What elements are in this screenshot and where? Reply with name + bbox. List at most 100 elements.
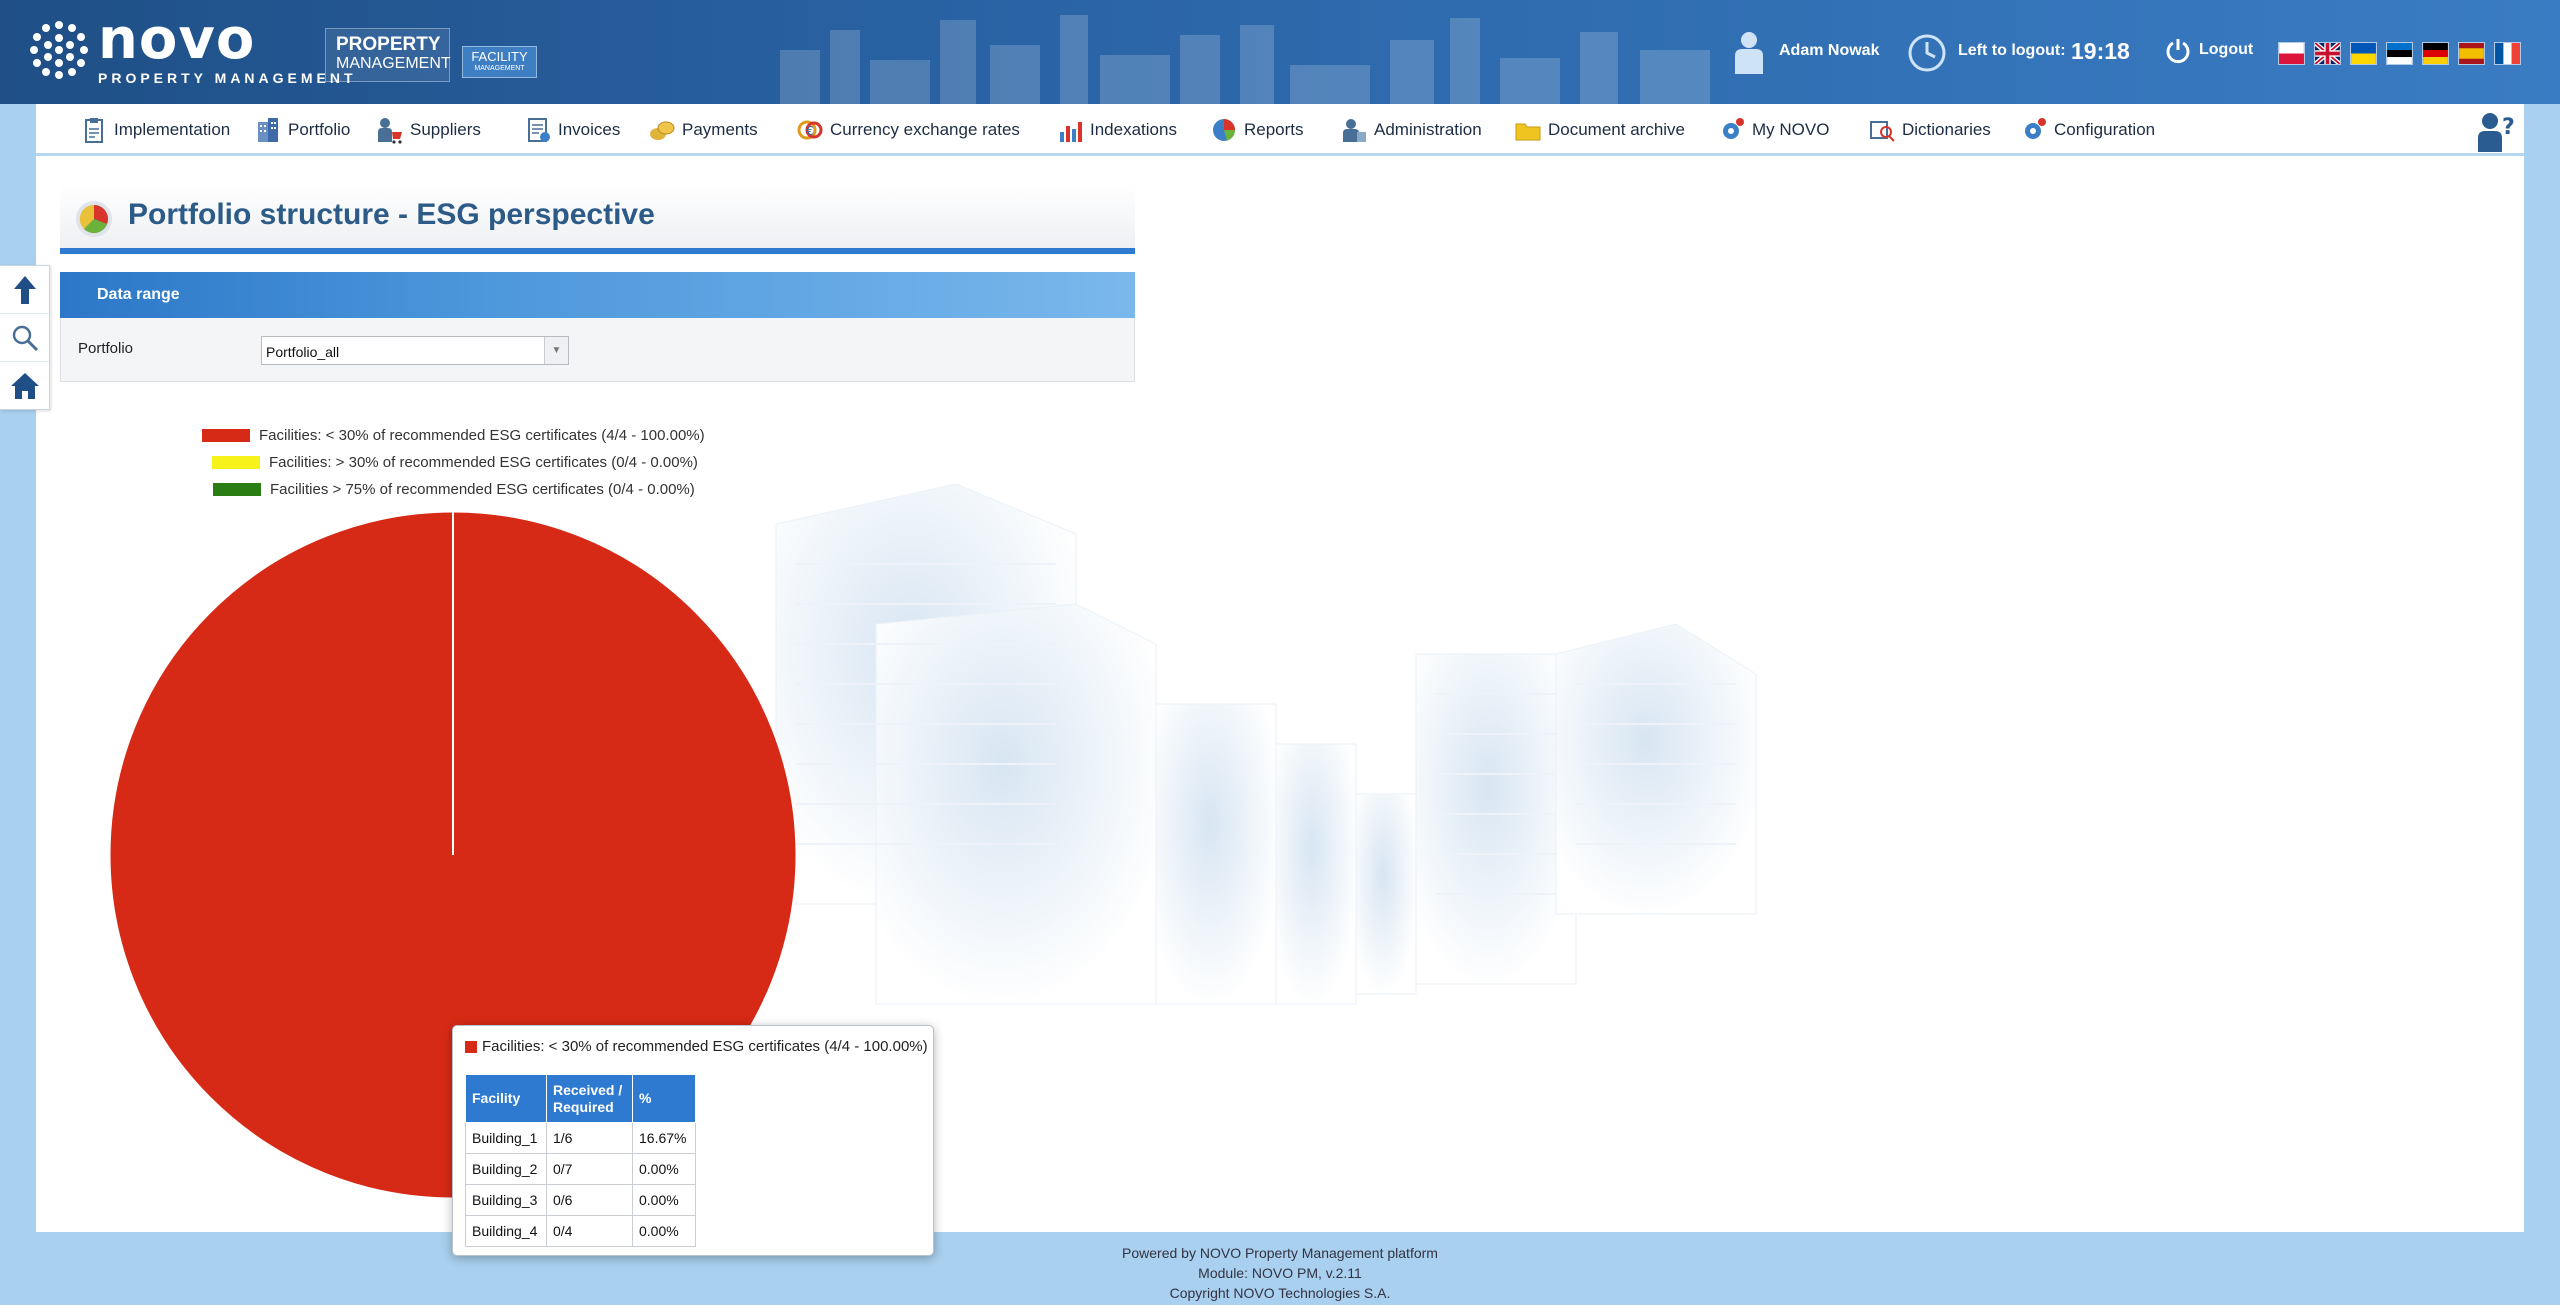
- legend-item[interactable]: Facilities > 75% of recommended ESG cert…: [213, 481, 695, 498]
- svg-text:?: ?: [2502, 115, 2515, 140]
- nav-configuration-label: Configuration: [2054, 120, 2156, 139]
- search-button[interactable]: [0, 314, 49, 362]
- logout-timer-label: Left to logout:: [1958, 42, 2066, 59]
- pie-chart-icon: [76, 201, 112, 237]
- pm-badge-line2: MANAGEMENT: [336, 55, 451, 72]
- portfolio-label: Portfolio: [78, 340, 134, 357]
- city-background-image: [775, 484, 1757, 1005]
- table-row: Building_3 0/6 0.00%: [465, 1184, 696, 1216]
- legend-item[interactable]: Facilities: < 30% of recommended ESG cer…: [202, 427, 705, 444]
- nav-document-archive-label: Document archive: [1548, 120, 1686, 139]
- legend-label: Facilities: < 30% of recommended ESG cer…: [259, 427, 705, 444]
- pm-badge-line1: PROPERTY: [336, 34, 441, 55]
- coins-icon: [650, 121, 675, 140]
- facility-management-badge[interactable]: FACILITY MANAGEMENT: [462, 46, 537, 78]
- arrow-up-icon: [13, 275, 36, 304]
- legend-label: Facilities > 75% of recommended ESG cert…: [270, 481, 695, 498]
- legend-swatch: [212, 456, 260, 469]
- portfolio-select-value: Portfolio_all: [266, 344, 340, 360]
- legend-item[interactable]: Facilities: > 30% of recommended ESG cer…: [212, 454, 698, 471]
- table-header-row: Facility Received / Required %: [465, 1074, 696, 1123]
- nav-payments-label: Payments: [682, 120, 758, 139]
- novo-logo[interactable]: novo PROPERTY MANAGEMENT: [28, 12, 357, 86]
- table-row: Building_4 0/4 0.00%: [465, 1215, 696, 1247]
- legend-swatch: [213, 483, 261, 496]
- nav-administration[interactable]: Administration: [1340, 114, 1482, 146]
- cell-facility: Building_3: [465, 1184, 547, 1216]
- logout-button[interactable]: Logout: [2199, 41, 2254, 58]
- nav-administration-label: Administration: [1374, 120, 1482, 139]
- bar-chart-icon: [1060, 122, 1082, 142]
- clipboard-icon: [85, 118, 103, 143]
- help-user-icon[interactable]: ?: [2474, 110, 2518, 152]
- tooltip-header: Facilities: < 30% of recommended ESG cer…: [465, 1038, 928, 1055]
- nav-payments[interactable]: Payments: [648, 114, 758, 146]
- nav-invoices[interactable]: Invoices: [524, 114, 620, 146]
- scroll-top-button[interactable]: [0, 266, 49, 314]
- gear-icon: [2025, 118, 2046, 139]
- cell-percent: 16.67%: [632, 1122, 696, 1154]
- admin-user-icon: [1343, 119, 1366, 142]
- main-nav: Implementation Portfolio Suppliers Invoi…: [36, 104, 2524, 156]
- flag-es-icon[interactable]: [2458, 42, 2485, 65]
- nav-currency-exchange-label: Currency exchange rates: [830, 120, 1020, 139]
- nav-document-archive[interactable]: Document archive: [1514, 114, 1685, 146]
- home-button[interactable]: [0, 362, 49, 410]
- cell-received-required: 0/4: [546, 1215, 633, 1247]
- nav-reports[interactable]: Reports: [1210, 114, 1304, 146]
- legend-swatch: [202, 429, 250, 442]
- invoice-icon: [528, 118, 550, 142]
- flag-fr-icon[interactable]: [2494, 42, 2521, 65]
- tooltip-color-swatch: [465, 1040, 477, 1053]
- footer-powered-by: Powered by NOVO Property Management plat…: [1122, 1245, 1438, 1261]
- flag-pl-icon[interactable]: [2278, 42, 2305, 65]
- power-icon[interactable]: [2164, 36, 2192, 64]
- footer-copyright: Copyright NOVO Technologies S.A.: [1169, 1285, 1391, 1301]
- column-header-facility: Facility: [465, 1074, 547, 1123]
- cell-received-required: 0/6: [546, 1184, 633, 1216]
- clock-icon: [1908, 34, 1946, 72]
- flag-ua-icon[interactable]: [2350, 42, 2377, 65]
- chart-tooltip: Facilities: < 30% of recommended ESG cer…: [452, 1025, 934, 1256]
- flag-de-icon[interactable]: [2422, 42, 2449, 65]
- cell-received-required: 0/7: [546, 1153, 633, 1185]
- tooltip-table: Facility Received / Required % Building_…: [465, 1074, 696, 1247]
- home-icon: [10, 373, 39, 399]
- nav-dictionaries[interactable]: Dictionaries: [1868, 114, 1991, 146]
- nav-portfolio-label: Portfolio: [288, 120, 351, 139]
- footer: Powered by NOVO Property Management plat…: [0, 1243, 2560, 1303]
- column-header-received-required: Received / Required: [546, 1074, 633, 1123]
- nav-my-novo[interactable]: My NOVO: [1718, 114, 1829, 146]
- flag-ee-icon[interactable]: [2386, 42, 2413, 65]
- page-title-panel: Portfolio structure - ESG perspective: [60, 184, 1135, 254]
- nav-reports-label: Reports: [1244, 120, 1304, 139]
- flag-gb-icon[interactable]: [2314, 42, 2341, 65]
- logout-timer: 19:18: [2071, 38, 2130, 64]
- nav-implementation-label: Implementation: [114, 120, 231, 139]
- chevron-down-icon[interactable]: ▼: [544, 337, 568, 364]
- page-title: Portfolio structure - ESG perspective: [128, 198, 655, 231]
- nav-portfolio[interactable]: Portfolio: [254, 114, 350, 146]
- dictionary-search-icon: [1870, 121, 1895, 142]
- legend-label: Facilities: > 30% of recommended ESG cer…: [269, 454, 698, 471]
- building-icon: [258, 118, 278, 142]
- nav-suppliers[interactable]: Suppliers: [376, 114, 481, 146]
- search-icon: [12, 325, 38, 351]
- currency-exchange-icon: €: [797, 120, 823, 140]
- user-name[interactable]: Adam Nowak: [1779, 42, 1880, 59]
- gear-user-icon: [1723, 118, 1744, 139]
- logo-dots-icon: [30, 21, 88, 79]
- portfolio-select[interactable]: Portfolio_all ▼: [261, 336, 569, 365]
- cell-percent: 0.00%: [632, 1184, 696, 1216]
- data-range-panel: Portfolio Portfolio_all ▼: [60, 318, 1135, 382]
- skyline-decoration: [780, 15, 1710, 104]
- nav-indexations[interactable]: Indexations: [1056, 114, 1177, 146]
- nav-implementation[interactable]: Implementation: [80, 114, 230, 146]
- nav-currency-exchange[interactable]: € Currency exchange rates: [796, 114, 1020, 146]
- cell-facility: Building_2: [465, 1153, 547, 1185]
- top-header: novo PROPERTY MANAGEMENT PROPERTY MANAGE…: [0, 0, 2560, 104]
- nav-configuration[interactable]: Configuration: [2020, 114, 2155, 146]
- table-row: Building_2 0/7 0.00%: [465, 1153, 696, 1185]
- column-header-percent: %: [632, 1074, 696, 1123]
- data-range-header[interactable]: Data range: [60, 272, 1135, 318]
